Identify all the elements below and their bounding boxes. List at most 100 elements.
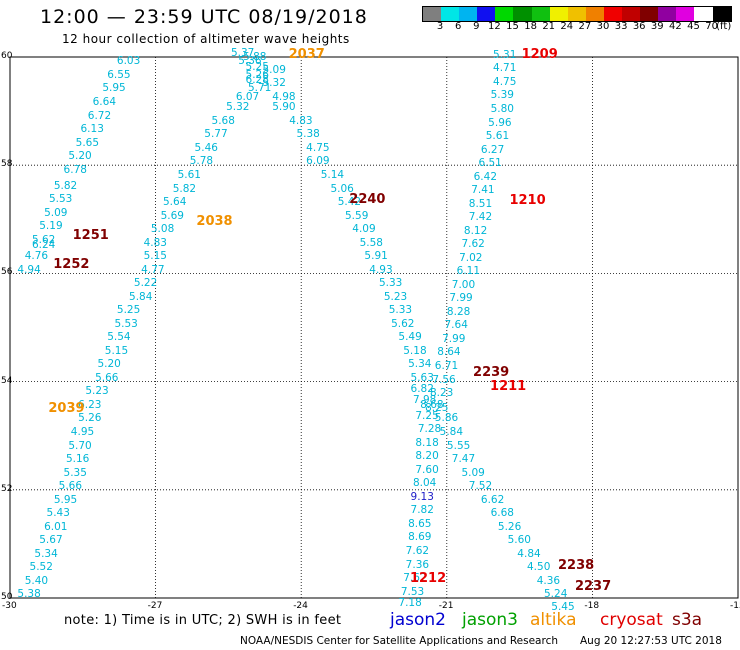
- pass-time-label: 2237: [574, 579, 612, 595]
- color-scale-bar: [422, 6, 732, 22]
- color-swatch: [640, 7, 659, 21]
- wave-height-value: 7.62: [403, 572, 427, 585]
- wave-height-value: 8.20: [415, 450, 439, 463]
- wave-height-value: 4.36: [536, 574, 561, 587]
- latitude-tick-label: 52: [1, 483, 13, 494]
- wave-height-value: 4.76: [24, 250, 49, 263]
- color-swatch: [495, 7, 514, 21]
- legend-cryosat: cryosat: [600, 610, 663, 630]
- wave-height-value: 5.67: [39, 534, 63, 547]
- wave-height-value: 5.33: [378, 277, 403, 290]
- wave-height-value: 5.18: [403, 344, 427, 357]
- generated-timestamp: Aug 20 12:27:53 UTC 2018: [580, 635, 722, 647]
- wave-height-value: 8.51: [468, 197, 493, 210]
- pass-time-label: 2037: [288, 47, 325, 63]
- wave-height-value: 6.03: [116, 55, 141, 68]
- longitude-tick-label: -21: [438, 601, 454, 611]
- wave-height-value: 5.24: [544, 588, 568, 601]
- wave-height-value: 8.23: [429, 387, 454, 400]
- wave-height-value: 5.95: [53, 493, 78, 506]
- wave-height-value: 6.07: [235, 90, 260, 103]
- color-scale-label: 6: [455, 21, 462, 32]
- wave-height-value: 7.25: [415, 409, 439, 422]
- wave-height-value: 5.70: [68, 439, 92, 452]
- wave-height-value: 7.60: [415, 463, 439, 476]
- color-scale-label: 27: [578, 21, 592, 32]
- wave-height-value: 8.69: [408, 531, 432, 544]
- wave-height-value: 5.25: [116, 304, 141, 317]
- wave-height-value: 6.09: [306, 155, 330, 168]
- pass-time-label: 1210: [509, 193, 546, 209]
- wave-height-value: 6.24: [31, 239, 56, 252]
- wave-height-value: 5.52: [29, 561, 53, 574]
- color-scale-label: 15: [506, 21, 519, 32]
- wave-height-value: 5.36: [238, 55, 262, 68]
- wave-height-value: 5.14: [320, 169, 345, 182]
- wave-height-value: 6.71: [434, 359, 459, 372]
- wave-height-value: 6.27: [480, 143, 505, 156]
- wave-height-value: 5.63: [410, 371, 434, 384]
- wave-height-value: 5.90: [272, 101, 296, 114]
- wave-height-value: 6.28: [245, 74, 269, 87]
- wave-height-value: 5.61: [485, 130, 510, 143]
- wave-height-value: 5.26: [245, 68, 269, 81]
- wave-height-value: 6.64: [92, 95, 117, 108]
- wave-height-value: 7.56: [432, 373, 456, 386]
- wave-height-value: 9.13: [410, 490, 434, 503]
- color-scale-label: 24: [560, 21, 574, 32]
- wave-height-value: 5.62: [391, 317, 415, 330]
- pass-time-label: 2239: [473, 365, 510, 381]
- wave-height-value: 5.53: [114, 317, 138, 330]
- wave-height-value: 5.23: [383, 290, 408, 303]
- wave-height-value: 5.54: [107, 331, 131, 344]
- page-subtitle: 12 hour collection of altimeter wave hei…: [62, 32, 350, 46]
- wave-height-value: 6.51: [478, 157, 502, 170]
- wave-height-value: 5.66: [95, 371, 119, 384]
- wave-height-value: 5.55: [446, 439, 471, 452]
- wave-height-value: 4.84: [517, 547, 541, 560]
- wave-height-value: 5.91: [364, 250, 388, 263]
- color-swatch: [622, 7, 641, 21]
- wave-height-value: 5.37: [230, 47, 255, 60]
- wave-height-value: 5.45: [551, 600, 575, 613]
- wave-height-value: 6.62: [480, 493, 505, 506]
- wave-height-value: 5.61: [177, 169, 201, 182]
- longitude-tick-label: -24: [293, 601, 308, 611]
- wave-height-value: 5.19: [39, 220, 63, 233]
- wave-height-value: 6.23: [78, 398, 102, 411]
- wave-height-value: 7.62: [405, 545, 430, 557]
- wave-height-value: 5.53: [48, 193, 73, 206]
- wave-height-value: 7.41: [471, 184, 495, 197]
- color-scale-label: 70: [705, 21, 718, 32]
- wave-height-value: 6.68: [490, 507, 514, 520]
- wave-height-value: 5.06: [330, 182, 354, 195]
- wave-height-value: 5.40: [24, 574, 49, 587]
- wave-height-value: 4.93: [369, 263, 393, 276]
- color-swatch: [531, 7, 550, 21]
- pass-time-label: 1252: [53, 257, 90, 273]
- wave-height-value: 6.01: [44, 520, 68, 533]
- pass-time-label: 1211: [490, 379, 527, 394]
- wave-height-value: 5.82: [172, 182, 197, 195]
- wave-height-value: 7.02: [459, 251, 483, 264]
- wave-height-value: 5.33: [388, 304, 413, 317]
- wave-height-value: 5.68: [211, 114, 235, 127]
- color-swatch: [513, 7, 532, 21]
- wave-height-value: 5.20: [97, 358, 121, 371]
- wave-height-value: 7.82: [410, 504, 434, 517]
- color-scale-label: 36: [632, 21, 646, 32]
- wave-height-value: 5.15: [104, 344, 129, 357]
- wave-height-value: 7.00: [451, 278, 476, 291]
- wave-height-value: 6.42: [473, 170, 498, 183]
- credit-text: NOAA/NESDIS Center for Satellite Applica…: [240, 635, 558, 647]
- wave-height-value: 7.47: [451, 453, 476, 466]
- wave-height-value: 8.12: [463, 224, 488, 237]
- color-scale-label: 9: [473, 21, 480, 32]
- wave-height-value: 4.09: [352, 223, 376, 236]
- wave-height-value: 5.31: [493, 48, 517, 61]
- wave-height-value: 5.09: [461, 466, 485, 479]
- plot-frame: [9, 56, 739, 599]
- wave-height-value: 5.26: [497, 520, 522, 533]
- wave-height-value: 5.08: [150, 223, 175, 236]
